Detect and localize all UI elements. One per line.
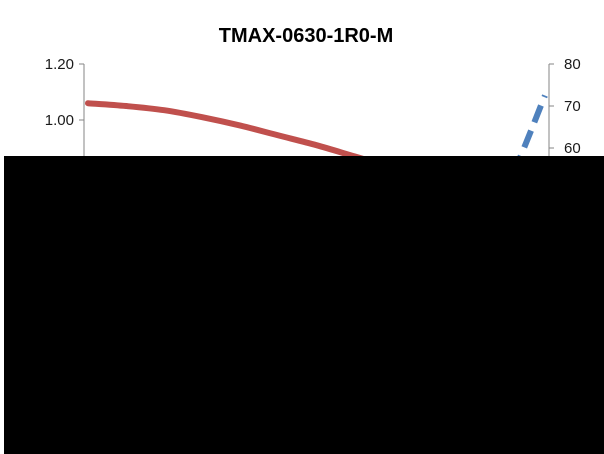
occluded-region-edge (4, 170, 10, 454)
right-axis-ticks: 80 70 60 (549, 56, 581, 157)
left-axis-ticks: 1.20 1.00 (45, 56, 84, 129)
right-tick-label: 80 (564, 56, 581, 73)
chart-title: TMAX-0630-1R0-M (219, 25, 393, 47)
right-tick-label: 60 (564, 140, 581, 157)
left-tick-label: 1.20 (45, 56, 74, 73)
left-tick-label: 1.00 (45, 112, 74, 129)
occluded-region (4, 156, 604, 454)
right-tick-label: 70 (564, 98, 581, 115)
